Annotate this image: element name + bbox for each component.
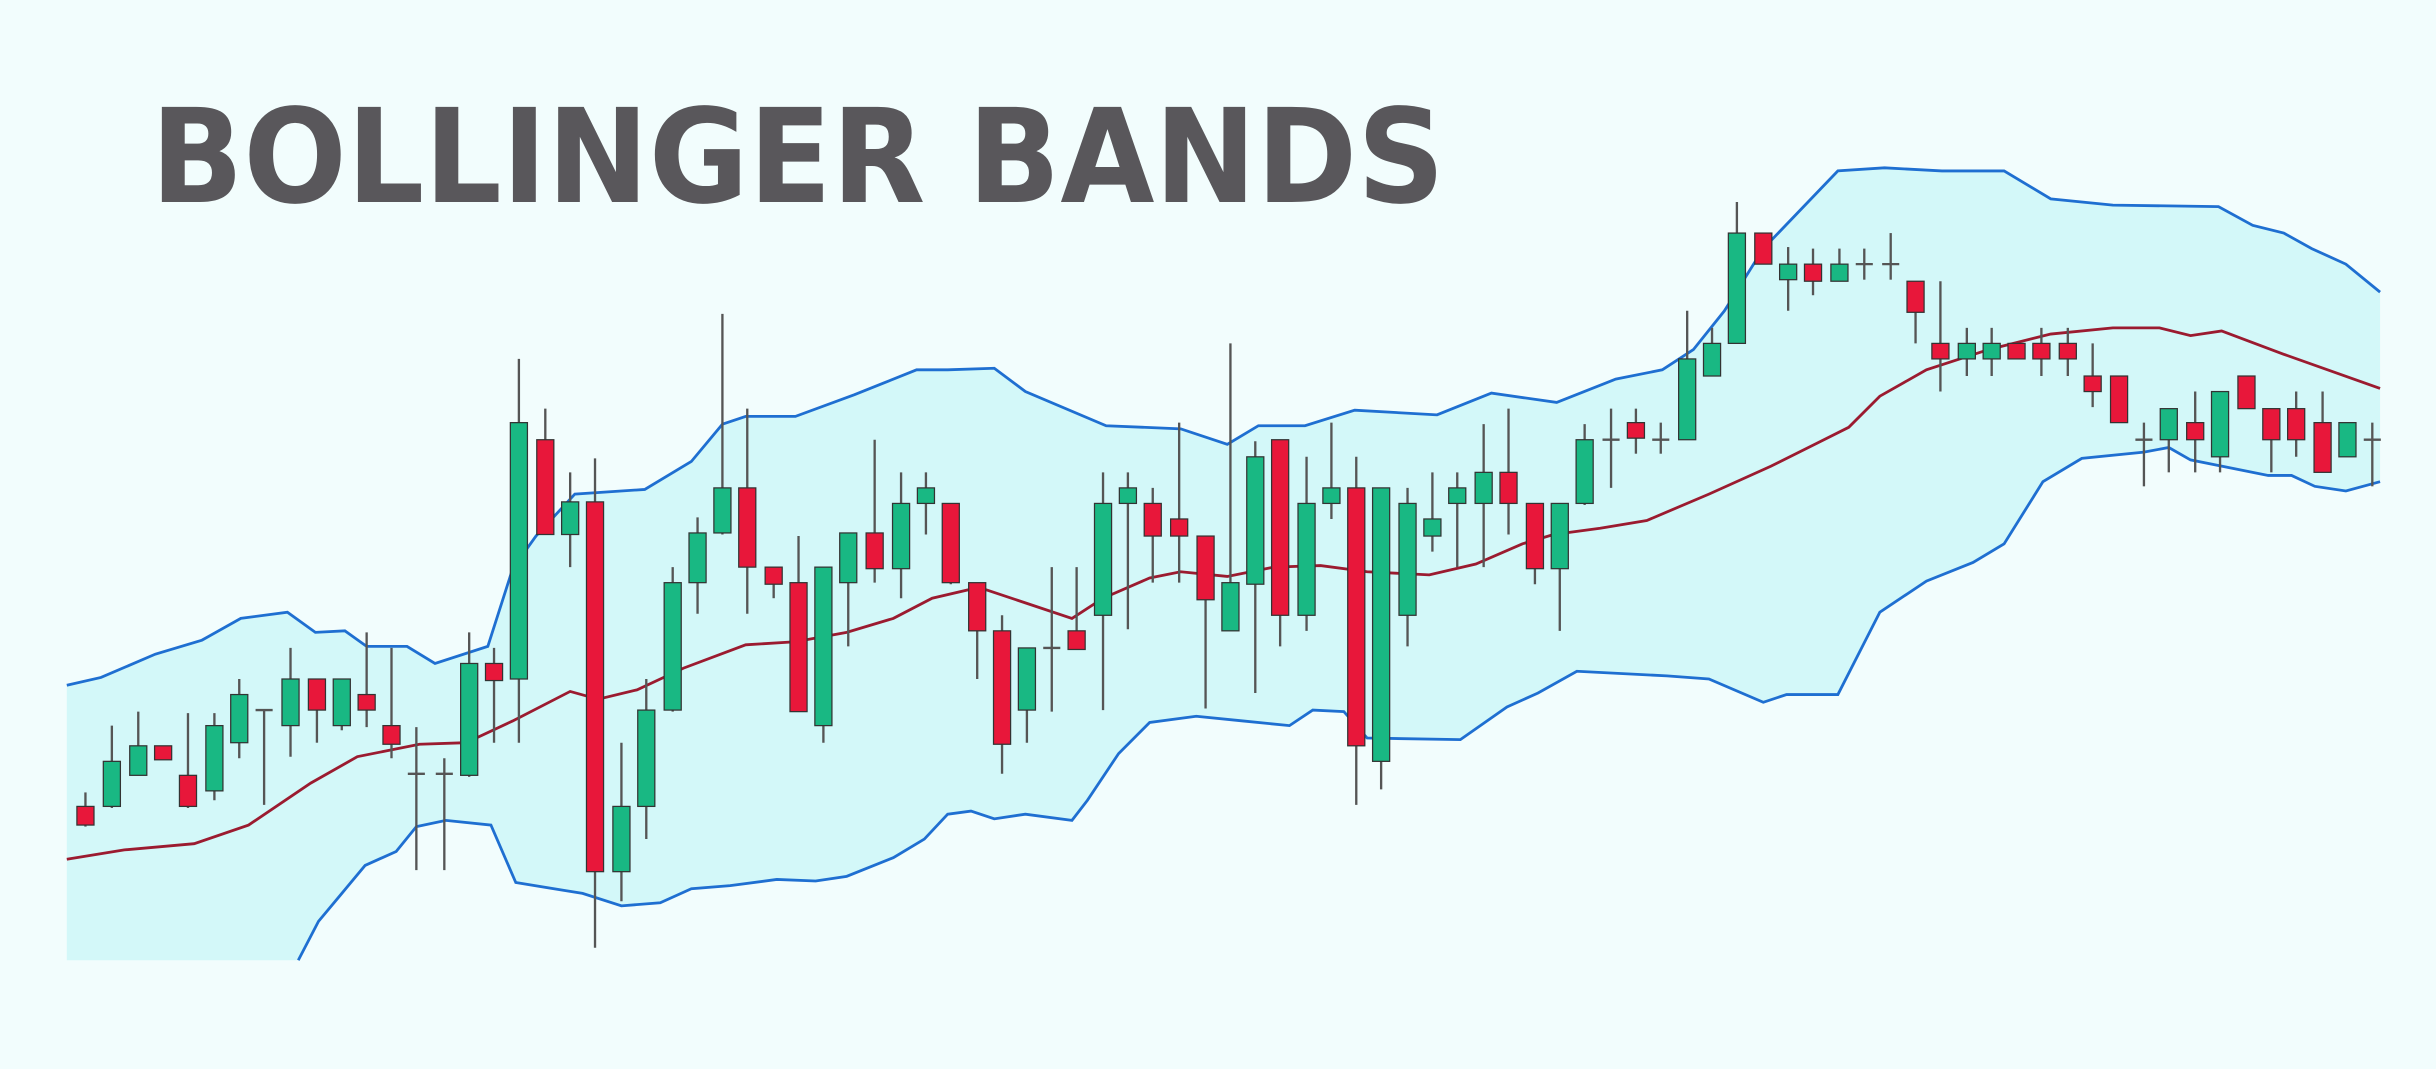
candle-body [738,487,757,568]
candle-body [1525,502,1545,570]
candle-body [460,662,479,776]
candle-body [1017,647,1037,711]
candle-body [1246,456,1265,585]
candle-body [205,724,224,792]
candle-body [1778,263,1798,281]
candle-body [1297,502,1316,616]
candle-body [2313,422,2332,473]
plot [66,166,2381,961]
candle-body [230,693,249,744]
candle-body [102,760,122,808]
candle-body [637,709,656,808]
candle-body [1830,263,1849,282]
candle-body [814,566,833,727]
candle-body [2186,422,2205,441]
chart-title: BOLLINGER BANDS [151,81,1445,233]
candle-body [357,693,376,711]
candle-body [2237,375,2256,410]
candle-body [1626,422,1646,439]
candle-body [1270,439,1290,616]
candle-body [1322,487,1341,505]
candle-body [1754,232,1773,265]
candle-body [663,582,682,711]
candle-body [307,678,327,711]
candle-body [2083,375,2102,393]
candle-body [1906,280,1925,313]
candle-body [129,745,148,776]
candle-body [1143,502,1162,537]
candle-body [281,678,300,727]
candle-body [2109,375,2129,424]
candle-body [153,745,173,761]
candle-body [2287,408,2306,441]
candle-body [1196,535,1215,601]
candle-body [1347,487,1366,747]
candle-body [1067,630,1086,651]
candle-body [992,630,1012,745]
candle-body [2058,342,2077,360]
candle-body [2007,342,2026,360]
candle-body [713,487,732,534]
candle-body [1727,232,1747,345]
candle-body [332,678,351,727]
candle-body [941,502,960,584]
candle-body [1982,342,2001,360]
candle-body [865,532,884,570]
candle-body [178,774,198,808]
candle-body [484,662,504,682]
band-line [66,166,2381,687]
candle-body [2159,408,2178,441]
candle-body [1474,471,1493,505]
candle-body [1093,502,1113,616]
candle-body [585,501,605,873]
candle-body [76,805,95,826]
candle-body [789,582,808,713]
candle-body [1118,487,1138,505]
candle-body [382,724,401,745]
candle-body [1550,502,1569,570]
candle-body [839,532,858,584]
candle-body [1499,471,1518,505]
candle-body [1931,342,1950,360]
candle-body [968,582,987,632]
candle-body [2210,390,2230,458]
candle-body [536,439,555,536]
candle-body [1221,582,1240,632]
candle-body [560,501,580,536]
candle-body [612,805,631,873]
candle-body [1957,342,1976,360]
candle-body [1169,518,1189,537]
candle-body [1803,263,1823,282]
candle-body [1398,502,1417,616]
candle-body [2032,342,2051,360]
candle-body [2338,422,2357,458]
candle-body [1678,358,1697,441]
candle-body [1371,487,1391,762]
candle-body [891,502,911,570]
candle-body [1448,487,1467,505]
candle-body [916,487,936,505]
candle-body [1423,518,1442,537]
candle-body [2262,408,2281,441]
candle-body [1575,439,1594,505]
candle-body [688,532,707,584]
candle-body [764,566,783,585]
candle-body [1702,342,1722,377]
candle-body [509,422,529,680]
